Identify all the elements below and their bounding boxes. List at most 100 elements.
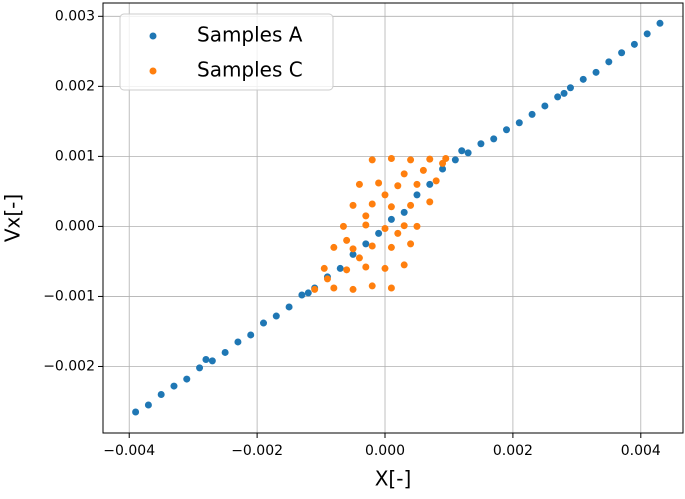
point	[362, 212, 370, 220]
point	[362, 221, 370, 229]
point	[343, 266, 351, 274]
point	[381, 225, 389, 233]
point	[304, 289, 312, 297]
point	[407, 201, 415, 209]
point	[157, 390, 165, 398]
point	[362, 263, 370, 271]
point	[311, 285, 319, 293]
point	[221, 348, 229, 356]
x-axis-label: X[-]	[375, 467, 412, 491]
point	[132, 408, 140, 416]
point	[298, 291, 306, 299]
point	[349, 285, 357, 293]
point	[387, 215, 395, 223]
point	[413, 191, 421, 199]
point	[320, 264, 328, 272]
x-tick-label: −0.004	[103, 443, 155, 459]
point	[413, 180, 421, 188]
x-tick-label: −0.002	[231, 443, 283, 459]
point	[381, 191, 389, 199]
point	[202, 355, 210, 363]
point	[387, 284, 395, 292]
point	[368, 156, 376, 164]
point	[362, 240, 370, 248]
x-tick-label: 0.004	[621, 443, 661, 459]
point	[260, 319, 268, 327]
point	[566, 84, 574, 92]
y-tick-label: 0.000	[55, 218, 95, 234]
point	[451, 156, 459, 164]
point	[349, 201, 357, 209]
point	[349, 250, 357, 258]
point	[503, 126, 511, 134]
legend-marker	[149, 67, 157, 75]
legend-label: Samples A	[197, 23, 303, 47]
point	[355, 254, 363, 262]
point	[426, 155, 434, 163]
point	[375, 229, 383, 237]
y-tick-label: −0.001	[43, 288, 95, 304]
point	[196, 364, 204, 372]
point	[630, 40, 638, 48]
point	[381, 264, 389, 272]
point	[183, 375, 191, 383]
point	[330, 284, 338, 292]
point	[426, 198, 434, 206]
point	[343, 236, 351, 244]
point	[400, 170, 408, 178]
point	[234, 338, 242, 346]
point	[368, 200, 376, 208]
point	[592, 68, 600, 76]
point	[490, 135, 498, 143]
point	[407, 240, 415, 248]
point	[515, 119, 523, 127]
point	[368, 242, 376, 250]
point	[579, 75, 587, 83]
point	[170, 382, 178, 390]
point	[643, 30, 651, 38]
point	[439, 165, 447, 173]
y-axis-label: Vx[-]	[1, 194, 25, 242]
point	[144, 401, 152, 409]
y-tick-label: 0.001	[55, 148, 95, 164]
point	[247, 331, 255, 339]
point	[426, 180, 434, 188]
point	[400, 222, 408, 230]
point	[375, 179, 383, 187]
point	[432, 177, 440, 185]
legend-label: Samples C	[197, 58, 303, 82]
point	[387, 243, 395, 251]
point	[208, 357, 216, 365]
point	[560, 89, 568, 97]
y-tick-label: 0.002	[55, 78, 95, 94]
y-tick-label: 0.003	[55, 8, 95, 24]
point	[413, 222, 421, 230]
y-tick-label: −0.002	[43, 358, 95, 374]
point	[419, 166, 427, 174]
point	[272, 312, 280, 320]
point	[368, 282, 376, 290]
point	[541, 102, 549, 110]
point	[394, 182, 402, 190]
point	[554, 93, 562, 101]
point	[458, 147, 466, 155]
point	[387, 203, 395, 211]
plot-frame	[102, 2, 684, 434]
point	[464, 149, 472, 157]
point	[355, 180, 363, 188]
point	[330, 243, 338, 251]
point	[400, 208, 408, 216]
x-tick-label: 0.002	[493, 443, 533, 459]
point	[323, 275, 331, 283]
legend-marker	[149, 32, 157, 40]
point	[349, 245, 357, 253]
point	[285, 303, 293, 311]
point	[336, 264, 344, 272]
legend-box	[119, 13, 334, 91]
point	[387, 154, 395, 162]
point	[477, 140, 485, 148]
x-tick-label: 0.000	[365, 443, 405, 459]
point	[394, 229, 402, 237]
